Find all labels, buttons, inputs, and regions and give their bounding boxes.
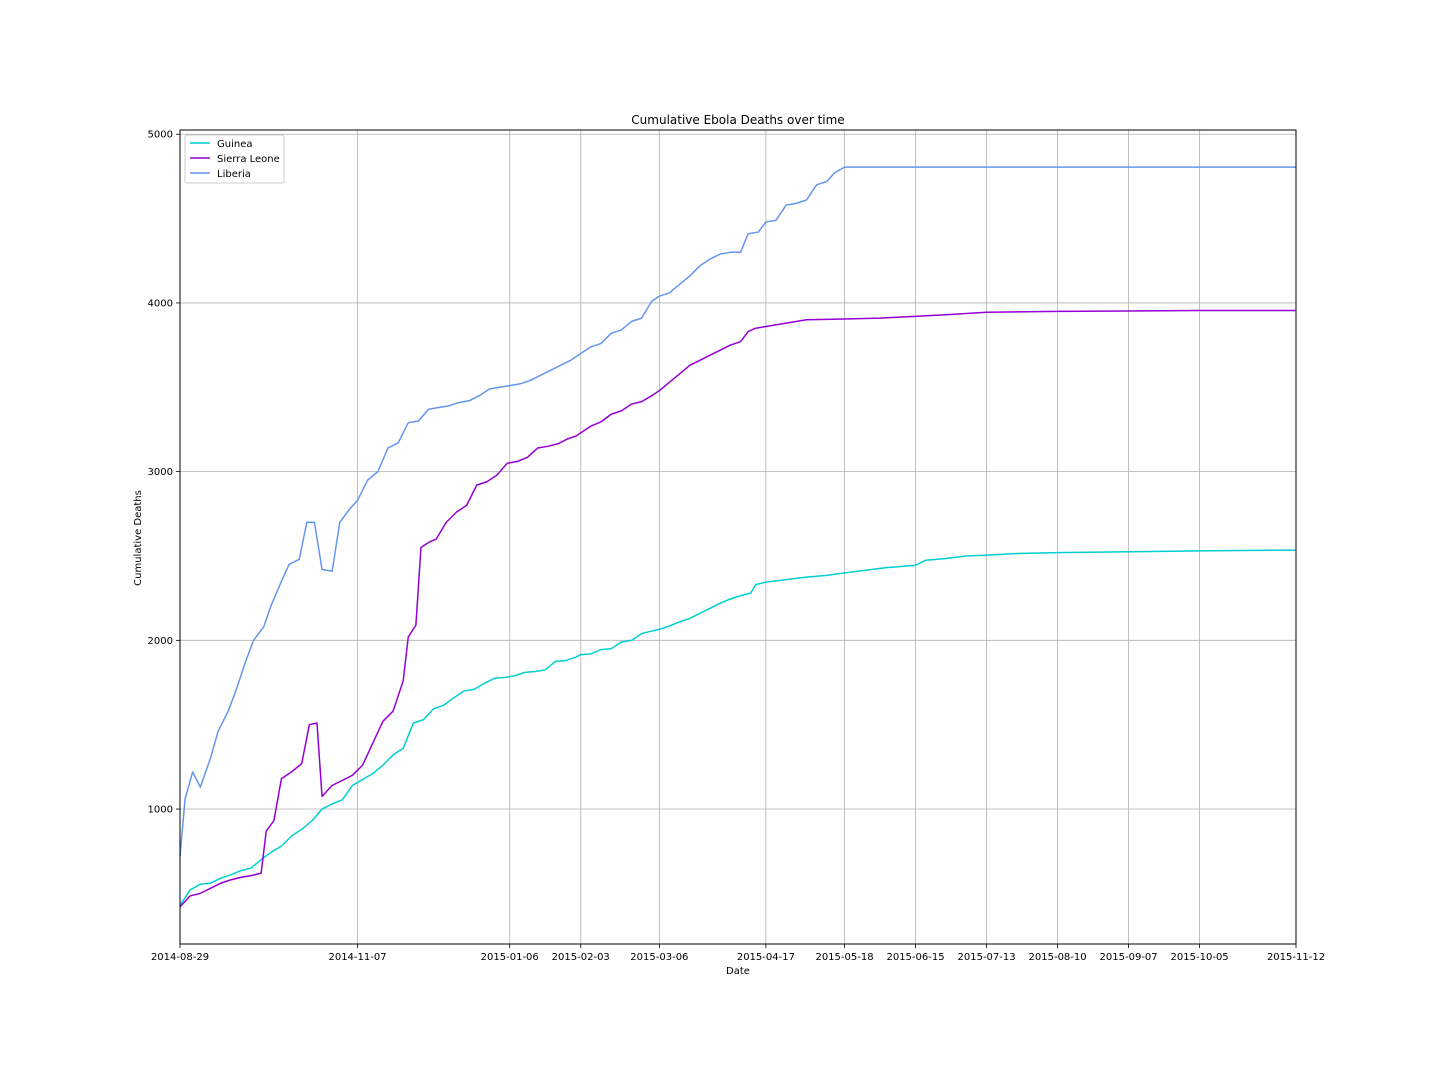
series-lines (179, 166, 1297, 908)
x-tick-label: 2015-02-03 (552, 952, 610, 963)
x-tick-label: 2015-05-18 (815, 952, 873, 963)
x-tick-label: 2015-11-12 (1267, 952, 1325, 963)
plot-area-frame (179, 129, 1297, 945)
legend-label-liberia: Liberia (217, 169, 251, 180)
x-tick-label: 2015-07-13 (958, 952, 1016, 963)
x-tick-label: 2015-06-15 (886, 952, 944, 963)
x-axis-ticks: 2014-08-29 2014-11-07 2015-01-06 2015-02-03… (151, 944, 1325, 963)
x-tick-label: 2015-08-10 (1029, 952, 1087, 963)
grid-lines (179, 130, 1297, 944)
y-tick-label: 3000 (148, 467, 173, 478)
x-axis-label: Date (726, 966, 750, 977)
x-tick-label: 2015-10-05 (1171, 952, 1229, 963)
legend: Guinea Sierra Leone Liberia (184, 134, 285, 184)
y-tick-label: 1000 (148, 805, 173, 816)
y-tick-label: 2000 (148, 636, 173, 647)
x-tick-label: 2015-04-17 (737, 952, 795, 963)
y-axis-ticks: 1000 2000 3000 4000 5000 (148, 130, 180, 816)
legend-box (184, 134, 285, 184)
y-axis-label: Cumulative Deaths (133, 490, 144, 586)
x-tick-label: 2015-01-06 (481, 952, 539, 963)
x-tick-label: 2015-03-06 (630, 952, 688, 963)
x-tick-label: 2014-11-07 (328, 952, 386, 963)
x-tick-label: 2014-08-29 (151, 952, 209, 963)
legend-label-guinea: Guinea (217, 139, 252, 150)
chart-title: Cumulative Ebola Deaths over time (631, 113, 844, 127)
series-line-guinea (179, 549, 1297, 906)
x-tick-label: 2015-09-07 (1100, 952, 1158, 963)
series-line-sierra-leone (179, 309, 1296, 908)
y-tick-label: 4000 (148, 298, 173, 309)
legend-label-sierra-leone: Sierra Leone (217, 154, 280, 165)
series-line-liberia (179, 166, 1296, 857)
y-tick-label: 5000 (148, 130, 173, 141)
